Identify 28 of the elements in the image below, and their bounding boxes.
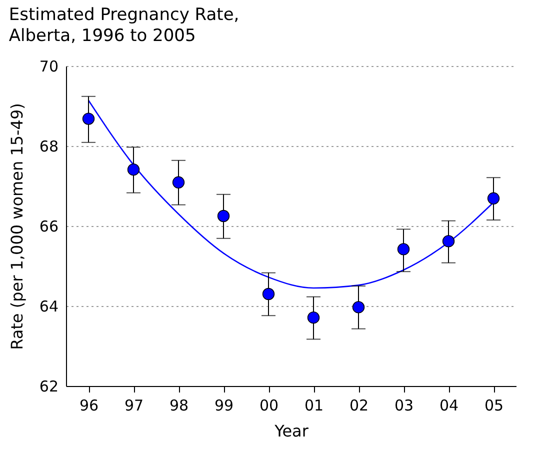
y-tick-label: 64	[39, 298, 58, 316]
point	[172, 176, 185, 188]
point	[352, 301, 365, 314]
y-tick-label: 62	[39, 378, 58, 396]
point	[397, 243, 410, 256]
x-tick-label: 99	[214, 396, 234, 414]
point	[487, 192, 500, 204]
x-tick-label: 98	[169, 396, 189, 414]
y-tick-label: 70	[39, 58, 58, 76]
point	[217, 210, 230, 222]
y-axis-title: Rate (per 1,000 women 15-49)	[7, 103, 26, 350]
x-tick-label: 04	[439, 396, 459, 414]
x-tick-label: 00	[259, 396, 279, 414]
x-tick-label: 03	[394, 396, 414, 414]
y-tick-label: 68	[39, 138, 58, 156]
x-tick-label: 01	[304, 396, 324, 414]
x-tick-label: 05	[484, 396, 504, 414]
point	[127, 164, 140, 176]
x-axis-title: Year	[274, 422, 309, 440]
y-tick-label: 66	[39, 218, 58, 236]
point	[262, 288, 275, 300]
point	[307, 312, 320, 324]
x-tick-label: 96	[79, 396, 99, 414]
point	[82, 112, 95, 125]
point	[442, 235, 455, 248]
x-tick-label: 97	[124, 396, 144, 414]
chart-title: Estimated Pregnancy Rate, Alberta, 1996 to 2005	[8, 5, 240, 46]
x-tick-label: 02	[349, 396, 369, 414]
